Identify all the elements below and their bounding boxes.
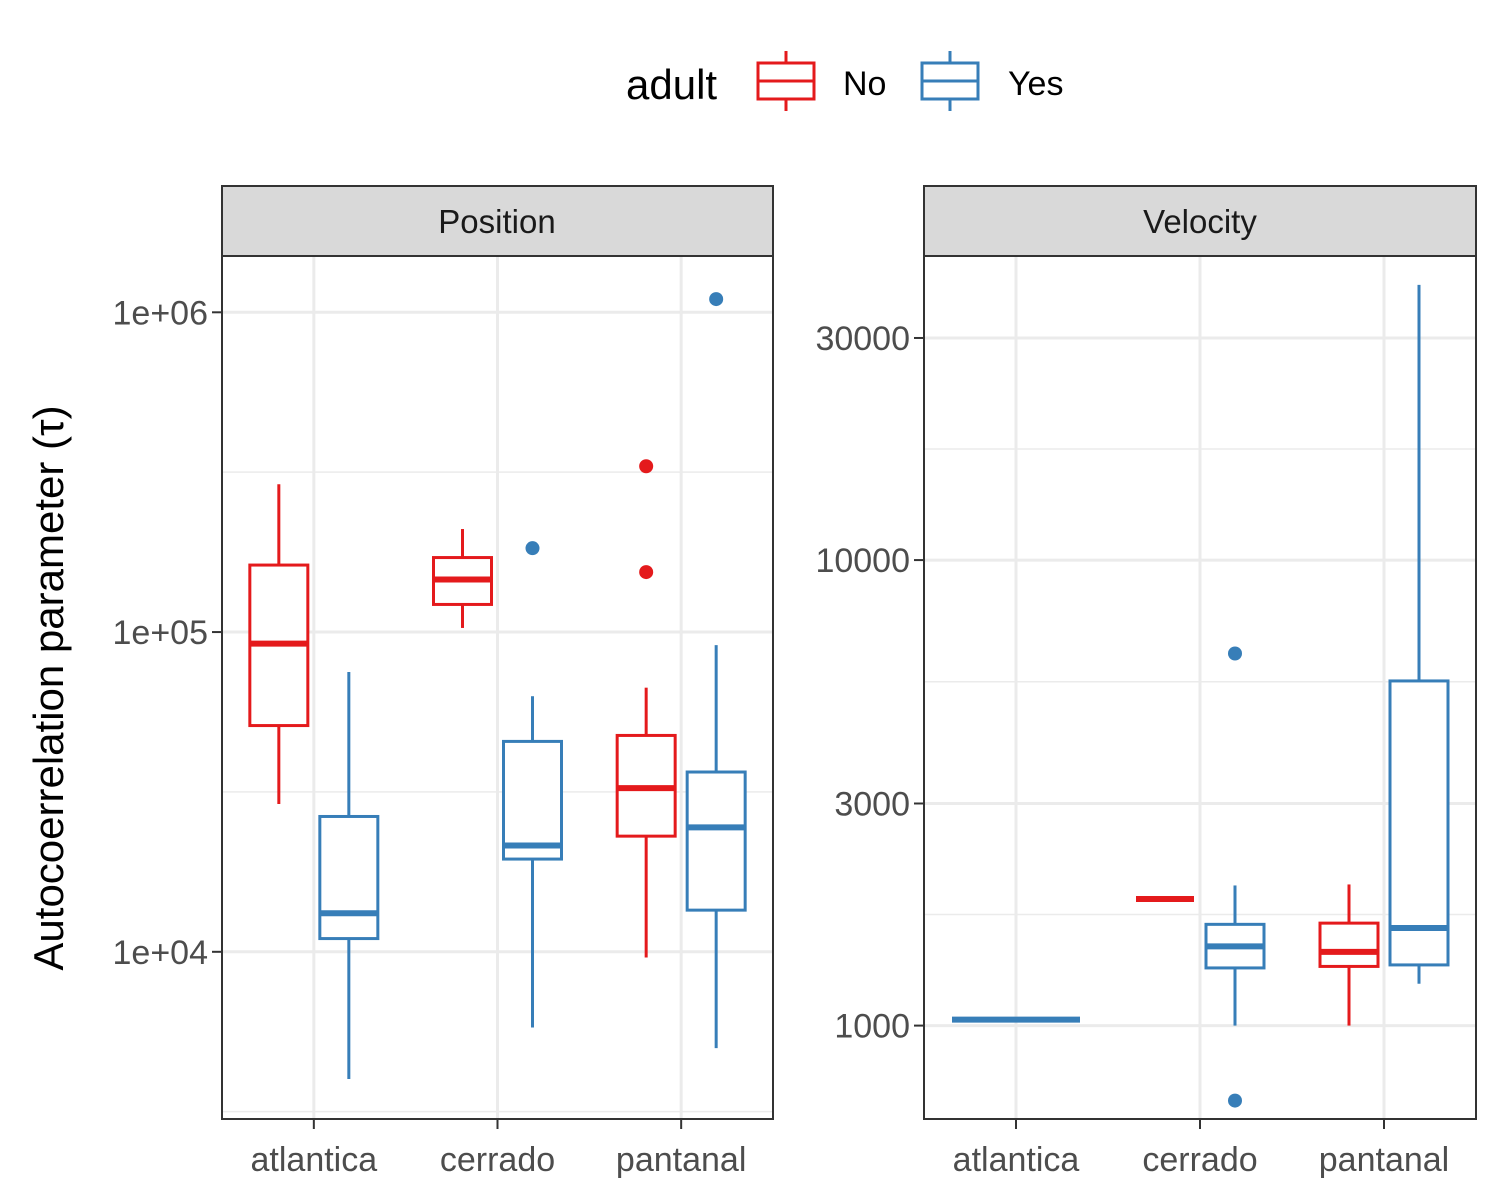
box-pantanal-no bbox=[1318, 884, 1380, 1026]
x-tick-label: pantanal bbox=[616, 1141, 746, 1179]
legend-title: adult bbox=[626, 61, 717, 108]
y-axis-title: Autocoerrelation parameter (τ) bbox=[25, 405, 72, 970]
box-cerrado-no bbox=[432, 529, 493, 628]
box-pantanal-yes bbox=[1388, 284, 1450, 984]
legend-key-yes bbox=[920, 51, 980, 111]
box-atlantica-no bbox=[248, 484, 310, 804]
panel-velocity-grid bbox=[924, 256, 1476, 1119]
y-tick-label: 1e+06 bbox=[113, 294, 209, 332]
x-tick-label: cerrado bbox=[440, 1141, 555, 1179]
y-tick-label: 1000 bbox=[834, 1008, 910, 1046]
y-tick-label: 30000 bbox=[815, 320, 910, 358]
x-tick-label: cerrado bbox=[1142, 1141, 1257, 1179]
box-iqr bbox=[1318, 921, 1380, 968]
box-outlier-point bbox=[525, 541, 540, 556]
panel-position-axes: 1e+04 1e+05 1e+06 atlantica cerrado pantanal bbox=[113, 294, 747, 1179]
legend-label-no: No bbox=[843, 65, 886, 103]
panel-position: Position 1e+04 1e+05 1e+06 atlantica cerrado… bbox=[113, 185, 774, 1179]
box-cerrado-yes bbox=[502, 541, 563, 1028]
box-iqr bbox=[318, 814, 380, 941]
x-tick-label: atlantica bbox=[953, 1141, 1080, 1179]
box-outlier-point bbox=[639, 565, 654, 580]
legend: adult No Yes bbox=[626, 51, 1063, 111]
box-outlier-point bbox=[1228, 646, 1242, 661]
box-outlier-point bbox=[639, 459, 654, 474]
strip-label-position: Position bbox=[438, 203, 555, 240]
legend-label-yes: Yes bbox=[1008, 65, 1063, 103]
panel-position-marks bbox=[248, 292, 747, 1080]
box-pantanal-no bbox=[615, 459, 677, 958]
strip-background bbox=[923, 185, 1477, 257]
legend-key-no bbox=[756, 51, 816, 111]
box-outlier-point bbox=[709, 292, 724, 307]
box-iqr bbox=[502, 739, 563, 861]
box-pantanal-yes bbox=[685, 292, 747, 1049]
box-outlier-point bbox=[1228, 1093, 1242, 1108]
panel-velocity-marks bbox=[952, 284, 1450, 1108]
strip-label-velocity: Velocity bbox=[1143, 203, 1257, 240]
panel-velocity: Velocity 1000 3000 10000 30000 atlantica cerr… bbox=[815, 185, 1477, 1179]
y-tick-label: 1e+04 bbox=[113, 934, 209, 972]
x-tick-label: atlantica bbox=[251, 1141, 378, 1179]
strip-background bbox=[221, 185, 774, 257]
box-atlantica-yes bbox=[318, 672, 380, 1080]
box-iqr bbox=[685, 770, 747, 912]
y-tick-label: 1e+05 bbox=[113, 614, 209, 652]
box-iqr bbox=[1388, 679, 1450, 967]
box-cerrado-yes bbox=[1204, 646, 1266, 1108]
panel-velocity-axes: 1000 3000 10000 30000 atlantica cerrado pantan… bbox=[815, 320, 1449, 1179]
x-tick-label: pantanal bbox=[1319, 1141, 1449, 1179]
y-tick-label: 3000 bbox=[834, 785, 910, 823]
y-tick-label: 10000 bbox=[815, 542, 910, 580]
panel-position-grid bbox=[222, 256, 773, 1119]
